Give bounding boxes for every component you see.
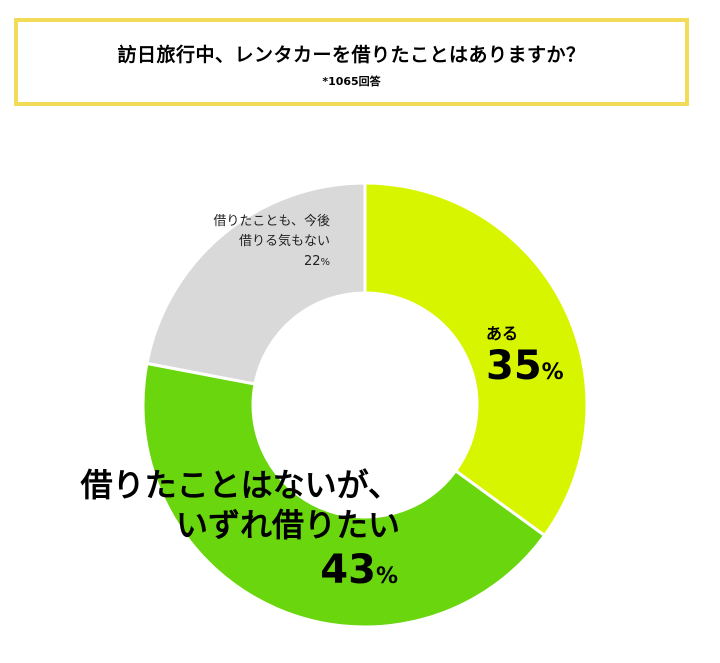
response-count-note: *1065回答 <box>322 75 381 88</box>
slice-name-want-line1: 借りたことはないが、 <box>80 466 400 504</box>
slice-unit-want: % <box>375 564 398 589</box>
slice-unit-aru: % <box>541 360 564 385</box>
slice-value-never: 22 <box>303 254 321 269</box>
slice-name-want-line2: いずれ借りたい <box>175 506 400 544</box>
slice-label-never: 借りたことも、今後 借りる気もない 22% <box>170 212 330 273</box>
slice-value-want: 43 <box>320 547 376 593</box>
slice-never <box>145 181 367 386</box>
slice-label-want: 借りたことはないが、 いずれ借りたい 43% <box>40 465 400 602</box>
slice-name-never-line2: 借りる気もない <box>238 234 330 249</box>
chart-title: 訪日旅行中、レンタカーを借りたことはありますか？ <box>117 44 586 66</box>
slice-aru <box>363 181 589 538</box>
slice-label-aru: ある 35% <box>486 320 564 395</box>
slice-name-aru: ある <box>486 324 519 343</box>
slice-name-never-line1: 借りたことも、今後 <box>213 214 330 229</box>
title-box: 訪日旅行中、レンタカーを借りたことはありますか？ *1065回答 <box>14 18 689 106</box>
slice-unit-never: % <box>320 257 330 268</box>
slice-value-aru: 35 <box>486 343 542 389</box>
slice-want <box>141 361 547 629</box>
